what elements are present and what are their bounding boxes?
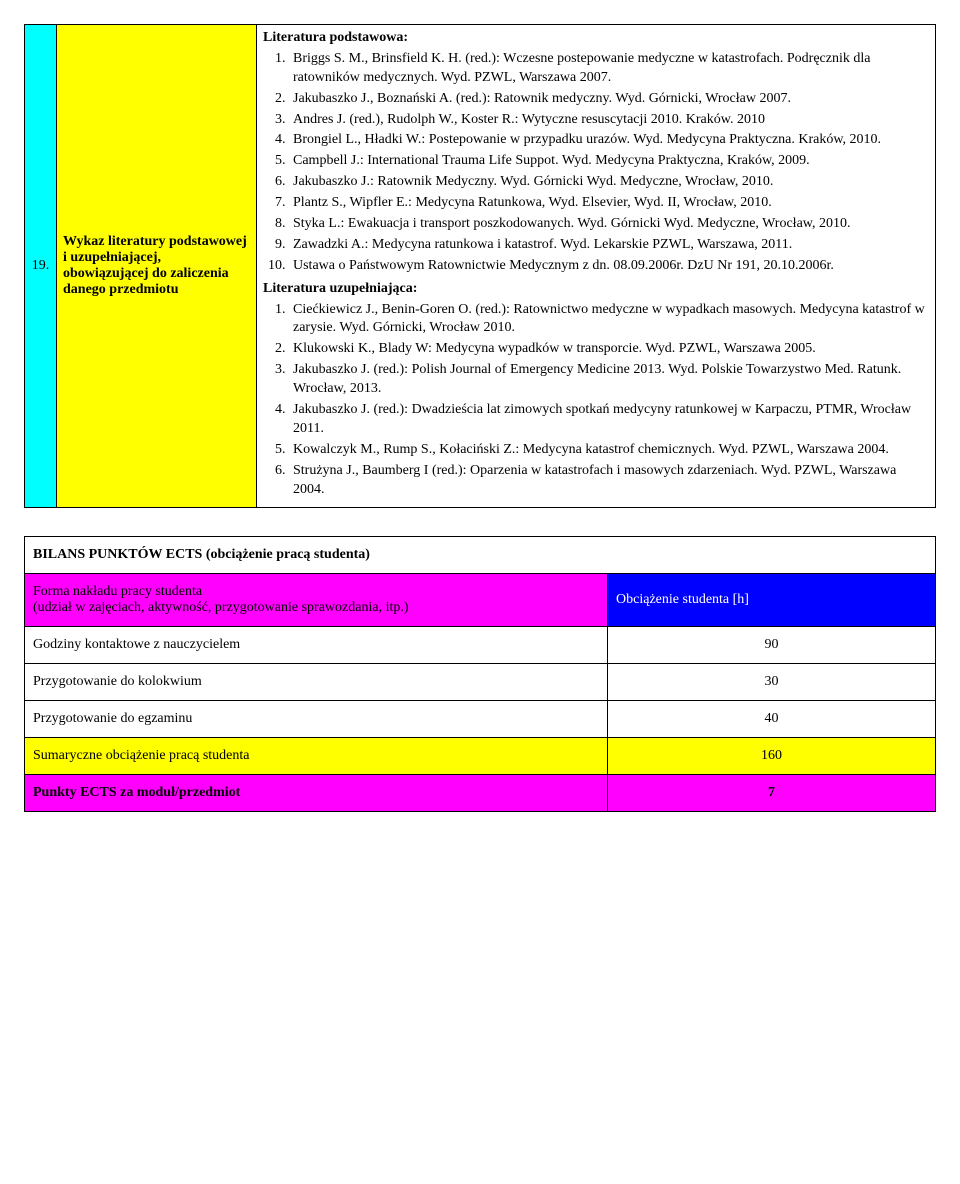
bilans-row-label: Punkty ECTS za moduł/przedmiot: [25, 775, 608, 812]
bilans-row-label: Sumaryczne obciążenie pracą studenta: [25, 738, 608, 775]
secondary-list-item: Klukowski K., Blady W: Medycyna wypadków…: [289, 340, 929, 359]
bilans-row: Godziny kontaktowe z nauczycielem 90: [25, 627, 936, 664]
primary-list-item: Jakubaszko J.: Ratownik Medyczny. Wyd. G…: [289, 173, 929, 192]
bilans-row-value: 7: [608, 775, 936, 812]
primary-heading: Literatura podstawowa:: [263, 29, 929, 48]
secondary-list-item: Jakubaszko J. (red.): Polish Journal of …: [289, 361, 929, 399]
primary-list-item: Briggs S. M., Brinsfield K. H. (red.): W…: [289, 50, 929, 88]
primary-list: Briggs S. M., Brinsfield K. H. (red.): W…: [263, 50, 929, 276]
secondary-heading: Literatura uzupełniająca:: [263, 280, 929, 299]
secondary-list-item: Ciećkiewicz J., Benin-Goren O. (red.): R…: [289, 301, 929, 339]
primary-list-item: Ustawa o Państwowym Ratownictwie Medyczn…: [289, 257, 929, 276]
primary-list-item: Andres J. (red.), Rudolph W., Koster R.:…: [289, 111, 929, 130]
bilans-row-label: Godziny kontaktowe z nauczycielem: [25, 627, 608, 664]
row-number: 19.: [25, 25, 57, 508]
primary-list-item: Jakubaszko J., Boznański A. (red.): Rato…: [289, 90, 929, 109]
row-label: Wykaz literatury podstawowej i uzupełnia…: [57, 25, 257, 508]
bilans-header-left: Forma nakładu pracy studenta (udział w z…: [25, 574, 608, 627]
bilans-row-value: 90: [608, 627, 936, 664]
secondary-list-item: Strużyna J., Baumberg I (red.): Oparzeni…: [289, 462, 929, 500]
bilans-row-label: Przygotowanie do kolokwium: [25, 664, 608, 701]
primary-list-item: Campbell J.: International Trauma Life S…: [289, 152, 929, 171]
primary-list-item: Plantz S., Wipfler E.: Medycyna Ratunkow…: [289, 194, 929, 213]
bilans-row-sum: Sumaryczne obciążenie pracą studenta 160: [25, 738, 936, 775]
bilans-row-value: 40: [608, 701, 936, 738]
literature-table: 19. Wykaz literatury podstawowej i uzupe…: [24, 24, 936, 508]
bilans-row: Przygotowanie do egzaminu 40: [25, 701, 936, 738]
bilans-row: Przygotowanie do kolokwium 30: [25, 664, 936, 701]
secondary-list-item: Jakubaszko J. (red.): Dwadzieścia lat zi…: [289, 401, 929, 439]
row-content: Literatura podstawowa: Briggs S. M., Bri…: [257, 25, 936, 508]
secondary-list: Ciećkiewicz J., Benin-Goren O. (red.): R…: [263, 301, 929, 500]
primary-list-item: Brongiel L., Hładki W.: Postepowanie w p…: [289, 131, 929, 150]
primary-list-item: Zawadzki A.: Medycyna ratunkowa i katast…: [289, 236, 929, 255]
gap: [24, 508, 936, 536]
bilans-row-value: 30: [608, 664, 936, 701]
secondary-list-item: Kowalczyk M., Rump S., Kołaciński Z.: Me…: [289, 441, 929, 460]
bilans-row-value: 160: [608, 738, 936, 775]
bilans-row-ects: Punkty ECTS za moduł/przedmiot 7: [25, 775, 936, 812]
bilans-table: BILANS PUNKTÓW ECTS (obciążenie pracą st…: [24, 536, 936, 812]
bilans-row-label: Przygotowanie do egzaminu: [25, 701, 608, 738]
bilans-header-right: Obciążenie studenta [h]: [608, 574, 936, 627]
primary-list-item: Styka L.: Ewakuacja i transport poszkodo…: [289, 215, 929, 234]
bilans-title: BILANS PUNKTÓW ECTS (obciążenie pracą st…: [25, 537, 936, 574]
